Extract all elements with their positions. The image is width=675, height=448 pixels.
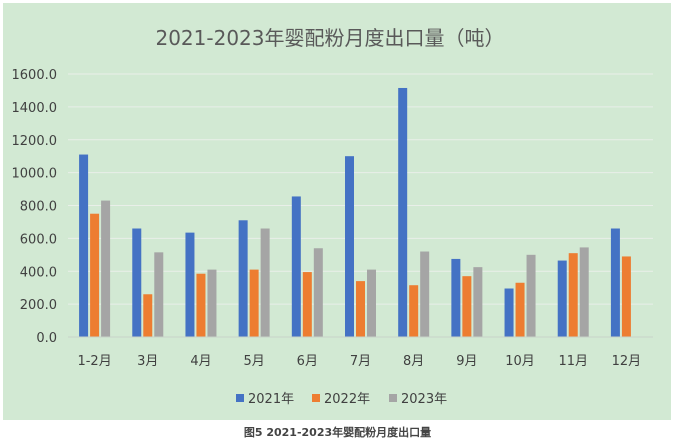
legend-swatch [389, 394, 397, 402]
legend-label: 2022年 [324, 392, 370, 407]
bar-2021年-6月 [291, 196, 301, 337]
bar-2023年-3月 [154, 252, 164, 337]
gridlines [68, 73, 653, 305]
x-tick-label: 5月 [243, 354, 264, 369]
y-tick-label: 200.0 [20, 298, 57, 313]
y-tick-label: 1400.0 [12, 101, 58, 116]
bar-2022年-1-2月 [90, 213, 100, 337]
x-tick-label: 4月 [190, 354, 211, 369]
bar-2021年-12月 [610, 228, 620, 337]
bar-2021年-11月 [557, 260, 567, 337]
x-tick-label: 7月 [350, 354, 371, 369]
legend: 2021年 2022年 2023年 [236, 392, 447, 407]
bar-2022年-6月 [302, 272, 312, 337]
bar-2023年-10月 [526, 254, 536, 337]
bar-chart: 2021-2023年婴配粉月度出口量（吨） 0.0 200.0 400.0 600.0… [12, 26, 653, 407]
bar-2021年-8月 [398, 87, 408, 337]
x-tick-label: 8月 [403, 354, 424, 369]
x-tick-label: 10月 [505, 354, 535, 369]
bars [79, 87, 631, 337]
x-tick-label: 12月 [612, 354, 642, 369]
bar-2023年-1-2月 [101, 200, 111, 337]
x-tick-label: 9月 [456, 354, 477, 369]
bar-2022年-10月 [515, 282, 525, 337]
bar-2023年-7月 [367, 269, 376, 337]
bar-2023年-4月 [207, 269, 217, 337]
x-tick-label: 3月 [137, 354, 158, 369]
bar-2021年-1-2月 [79, 154, 89, 337]
y-tick-label: 1000.0 [12, 167, 58, 182]
bar-2021年-10月 [504, 288, 514, 337]
bar-2021年-5月 [238, 220, 248, 337]
bar-2022年-7月 [356, 281, 365, 337]
bar-2021年-9月 [451, 258, 461, 337]
bar-2021年-3月 [132, 228, 142, 337]
y-tick-label: 800.0 [20, 200, 57, 215]
bar-2023年-6月 [313, 248, 323, 337]
legend-swatch [312, 394, 320, 402]
bar-2023年-9月 [473, 267, 483, 337]
bar-2022年-8月 [409, 285, 419, 337]
x-tick-label: 6月 [297, 354, 318, 369]
bar-2022年-4月 [196, 273, 206, 337]
bar-2021年-4月 [185, 232, 195, 337]
chart-panel: 2021-2023年婴配粉月度出口量（吨） 0.0 200.0 400.0 600.0… [3, 3, 671, 420]
legend-swatch [236, 394, 244, 402]
x-tick-label: 11月 [558, 354, 588, 369]
x-tick-label: 1-2月 [77, 354, 111, 369]
bar-2022年-3月 [143, 294, 153, 337]
bar-2022年-5月 [249, 269, 259, 337]
y-axis-ticks: 0.0 200.0 400.0 600.0 800.0 1000.0 1200.0 1400.… [12, 68, 58, 346]
bar-2022年-12月 [621, 256, 631, 337]
legend-label: 2021年 [248, 392, 294, 407]
bar-2021年-7月 [345, 156, 354, 337]
figure-caption: 图5 2021-2023年婴配粉月度出口量 [243, 426, 432, 439]
y-tick-label: 1600.0 [12, 68, 58, 83]
y-tick-label: 400.0 [20, 265, 57, 280]
chart-title: 2021-2023年婴配粉月度出口量（吨） [155, 26, 504, 50]
x-axis-ticks: 1-2月 3月 4月 5月 6月 7月 8月 9月 10月 11月 12月 [77, 354, 641, 369]
bar-2022年-9月 [462, 276, 472, 337]
bar-2023年-8月 [420, 251, 430, 337]
bar-2022年-11月 [568, 253, 578, 337]
y-tick-label: 0.0 [36, 331, 57, 346]
y-tick-label: 1200.0 [12, 134, 58, 149]
legend-label: 2023年 [401, 392, 447, 407]
bar-2023年-5月 [260, 228, 270, 337]
y-tick-label: 600.0 [20, 232, 57, 247]
bar-2023年-11月 [579, 247, 589, 337]
